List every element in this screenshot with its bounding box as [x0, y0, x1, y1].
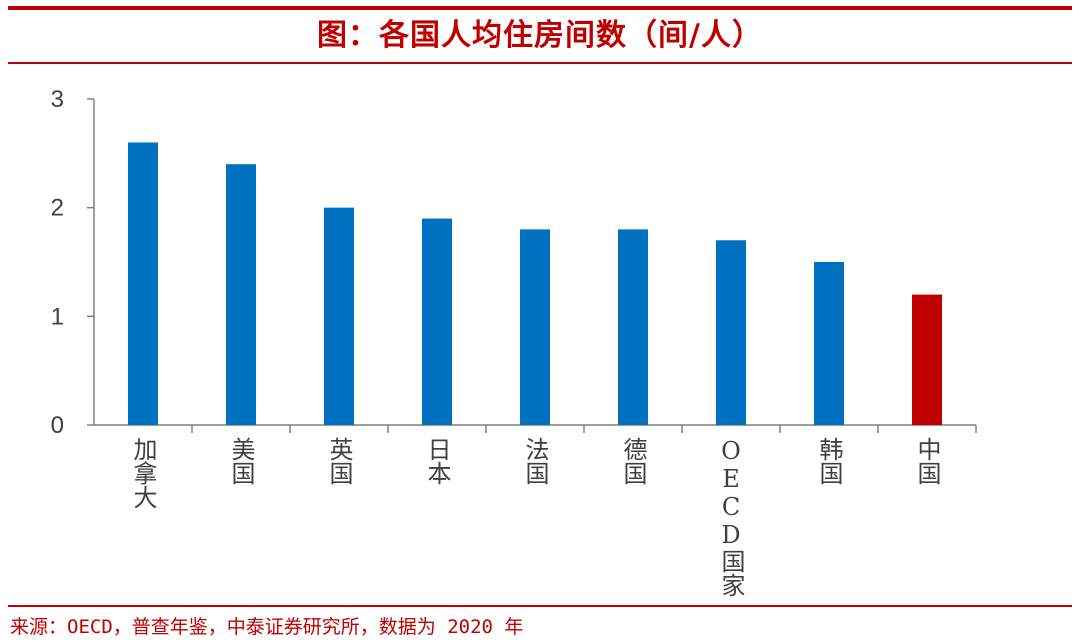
bottom-rule: [8, 605, 1072, 607]
chart-title: 图：各国人均住房间数（间/人）: [317, 18, 763, 53]
bar-8: [814, 262, 844, 425]
bar-chart: 0 1 2 3 加拿大 美国 英国 日本 法国 德国 OECD国家 韩国 中国: [51, 86, 977, 597]
category-label: 法国: [521, 437, 549, 485]
y-tick-label: 3: [51, 86, 64, 113]
bar-2: [226, 164, 256, 425]
bar-5: [520, 229, 550, 425]
category-label: 德国: [619, 437, 647, 485]
y-tick-label: 0: [51, 412, 64, 439]
bar-1: [128, 142, 158, 425]
bar-6: [618, 229, 648, 425]
category-label: 加拿大: [129, 437, 157, 509]
bar-4: [422, 218, 452, 425]
bars: [128, 142, 942, 425]
x-axis: [94, 424, 977, 433]
y-tick-label: 1: [51, 303, 64, 330]
category-label: 日本: [423, 437, 451, 485]
bar-7: [716, 240, 746, 425]
category-label: OECD国家: [717, 437, 745, 597]
top-rule: [8, 6, 1072, 10]
source-note: 来源：OECD，普查年鉴，中泰证券研究所，数据为 2020 年: [10, 616, 524, 638]
category-label: 美国: [227, 437, 255, 485]
category-label: 韩国: [815, 437, 843, 485]
category-label: 英国: [325, 437, 353, 485]
category-label: 中国: [913, 437, 941, 485]
y-axis: 0 1 2 3: [51, 86, 95, 439]
y-tick-label: 2: [51, 195, 64, 222]
category-labels: 加拿大 美国 英国 日本 法国 德国 OECD国家 韩国 中国: [129, 437, 941, 597]
bar-9: [912, 294, 942, 425]
bar-3: [324, 207, 354, 425]
title-rule: [8, 62, 1072, 64]
